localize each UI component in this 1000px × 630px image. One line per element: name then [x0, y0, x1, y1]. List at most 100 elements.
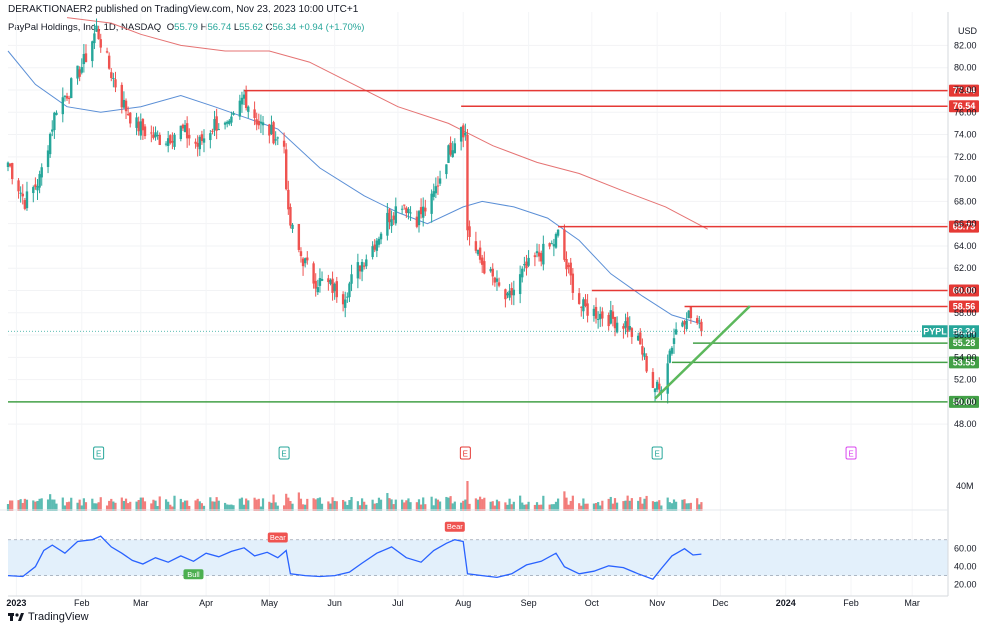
- currency-label[interactable]: USD: [958, 26, 978, 36]
- volume-bar: [527, 501, 530, 511]
- volume-bar: [394, 499, 397, 511]
- tradingview-footer[interactable]: TradingView: [8, 611, 89, 623]
- volume-bar: [653, 501, 657, 511]
- volume-bar: [297, 492, 300, 511]
- candle-body: [314, 280, 317, 289]
- candle-body: [150, 132, 153, 134]
- volume-bar: [624, 500, 627, 511]
- volume-bar: [424, 504, 427, 511]
- candle-body: [474, 241, 478, 251]
- candle-body: [527, 257, 530, 266]
- volume-bar: [68, 501, 71, 511]
- candle-body: [658, 383, 661, 390]
- candle-body: [548, 243, 551, 247]
- candle-body: [582, 299, 585, 312]
- candle-body: [379, 233, 383, 240]
- volume-bar: [681, 499, 684, 511]
- resistance-level-label-bg: [949, 284, 979, 297]
- candle-body: [211, 130, 214, 132]
- symbol-info: PayPal Holdings, Inc., 1D, NASDAQ: [8, 22, 162, 33]
- candle-body: [556, 229, 560, 236]
- volume-bar: [316, 498, 319, 511]
- symbol-tag: PYPL: [923, 326, 947, 336]
- candle-body: [613, 316, 617, 329]
- volume-bar: [9, 500, 12, 511]
- support-level-label-bg: [949, 337, 979, 350]
- time-tick-label: Feb: [843, 598, 859, 608]
- volume-bar: [493, 505, 496, 511]
- candle-body: [445, 164, 448, 175]
- time-tick-label: Apr: [199, 598, 213, 608]
- candle-body: [287, 189, 290, 210]
- volume-bar: [19, 499, 22, 511]
- volume-bar: [476, 499, 480, 511]
- volume-bar: [660, 505, 663, 511]
- candle-body: [459, 126, 463, 142]
- candle-body: [225, 121, 229, 124]
- volume-bar: [228, 504, 231, 511]
- volume-bar: [491, 501, 494, 511]
- volume-bar: [358, 505, 362, 511]
- candle-body: [653, 388, 657, 393]
- candle-body: [61, 97, 64, 115]
- candle-body: [141, 118, 145, 131]
- tradingview-logo-icon: [8, 613, 24, 621]
- candle-body: [32, 187, 35, 194]
- time-tick-label: Nov: [649, 598, 666, 608]
- candle-body: [179, 125, 183, 140]
- volume-bar: [401, 499, 404, 511]
- candle-body: [291, 224, 294, 229]
- price-tick-label: 60.00: [954, 285, 977, 295]
- volume-bar: [257, 498, 260, 511]
- symbol-legend[interactable]: PayPal Holdings, Inc., 1D, NASDAQ O55.79…: [8, 22, 364, 33]
- candle-body: [390, 219, 393, 227]
- resistance-level-label-bg: [949, 300, 979, 313]
- candle-body: [377, 238, 381, 245]
- candle-body: [200, 134, 204, 141]
- price-tick-label: 48.00: [954, 419, 977, 429]
- volume-bar: [584, 503, 587, 511]
- candle-body: [34, 184, 37, 188]
- candle-body: [120, 84, 124, 108]
- volume-bar: [607, 498, 610, 511]
- candle-body: [272, 122, 275, 144]
- volume-bar: [460, 502, 463, 511]
- volume-bar: [76, 502, 79, 511]
- candle-body: [607, 315, 610, 327]
- candle-body: [563, 229, 566, 260]
- volume-bar: [639, 497, 642, 511]
- candle-body: [80, 67, 83, 73]
- candle-body: [242, 94, 246, 99]
- volume-bar: [525, 504, 528, 511]
- volume-bar: [289, 501, 292, 511]
- volume-bar: [548, 504, 551, 511]
- candle-body: [53, 112, 56, 131]
- volume-bar: [223, 502, 227, 511]
- volume-bar: [36, 500, 39, 511]
- volume-bar: [594, 503, 598, 511]
- candle-body: [48, 133, 52, 155]
- volume-bar: [611, 503, 614, 511]
- candle-body: [438, 178, 442, 184]
- volume-bar: [571, 495, 574, 511]
- volume-bar: [164, 499, 168, 511]
- volume-bar: [344, 501, 347, 511]
- candle-body: [611, 311, 615, 319]
- volume-bar: [23, 498, 26, 511]
- candle-body: [674, 329, 678, 335]
- candle-body: [55, 112, 58, 115]
- candle-body: [65, 95, 69, 99]
- time-tick-label: Jul: [392, 598, 404, 608]
- candle-body: [668, 350, 671, 363]
- candle-body: [135, 117, 138, 128]
- volume-bar: [510, 504, 513, 511]
- volume-bar: [350, 496, 353, 511]
- volume-bar: [521, 502, 524, 511]
- candle-body: [483, 261, 486, 274]
- volume-bar: [99, 497, 102, 511]
- volume-bar: [238, 498, 241, 511]
- rsi-signal-label: Bull: [187, 570, 200, 579]
- candle-body: [21, 193, 24, 197]
- candle-body: [270, 124, 273, 135]
